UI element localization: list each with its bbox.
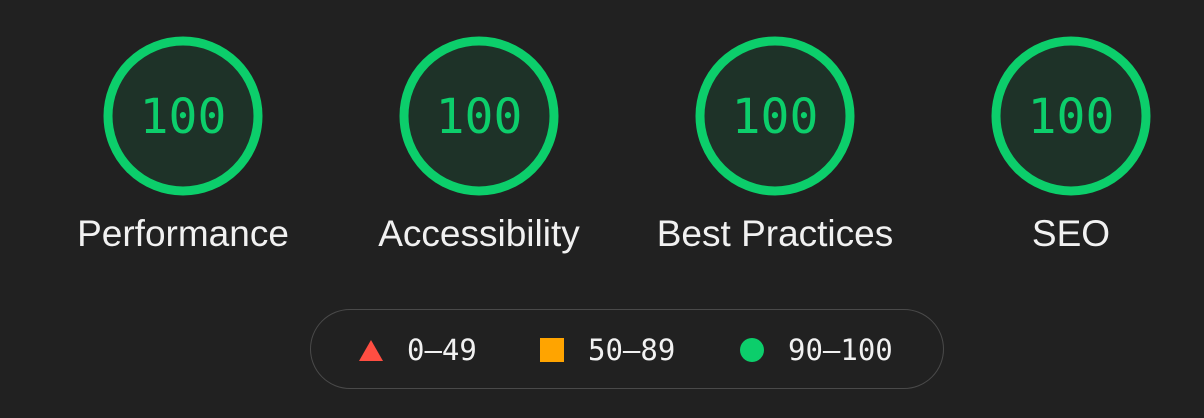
gauge-label: Performance — [77, 213, 289, 254]
gauge-performance[interactable]: 100 Performance — [33, 36, 333, 256]
gauge-label: SEO — [1031, 213, 1111, 254]
gauge-score: 100 — [140, 89, 227, 145]
score-ring-icon: 100 — [991, 36, 1151, 196]
gauge-label: Accessibility — [378, 213, 580, 254]
triangle-icon — [359, 339, 383, 361]
square-icon — [540, 338, 564, 362]
legend-range-fail: 0–49 — [407, 333, 477, 367]
gauge-score: 100 — [732, 89, 819, 145]
legend-item-average: 50–89 — [540, 310, 675, 390]
legend-range-pass: 90–100 — [788, 333, 893, 367]
gauge-score: 100 — [1028, 89, 1115, 145]
gauge-score: 100 — [436, 89, 523, 145]
gauge-label: Best Practices — [656, 213, 894, 254]
gauge-seo[interactable]: 100 SEO — [921, 36, 1204, 256]
score-ring-icon: 100 — [399, 36, 559, 196]
score-ring-icon: 100 — [103, 36, 263, 196]
legend-range-average: 50–89 — [588, 333, 676, 367]
gauge-best-practices[interactable]: 100 Best Practices — [625, 36, 925, 256]
legend-item-fail: 0–49 — [359, 310, 477, 390]
legend-item-pass: 90–100 — [740, 310, 893, 390]
circle-icon — [740, 338, 764, 362]
gauge-accessibility[interactable]: 100 Accessibility — [329, 36, 629, 256]
score-ring-icon: 100 — [695, 36, 855, 196]
score-legend: 0–49 50–89 90–100 — [310, 309, 944, 389]
